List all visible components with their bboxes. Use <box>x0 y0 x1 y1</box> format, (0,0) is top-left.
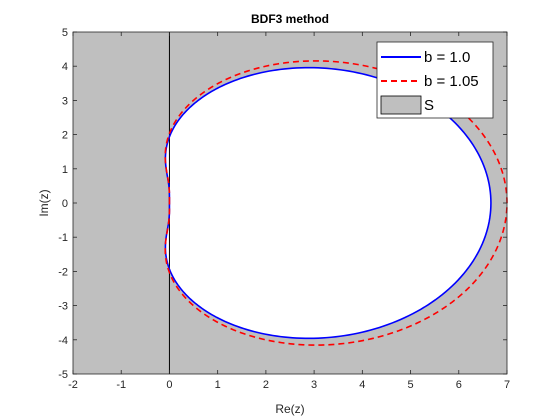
y-tick-label: -2 <box>58 266 68 278</box>
y-tick-label: 1 <box>62 164 68 176</box>
y-tick-label: 0 <box>62 198 68 210</box>
legend-label-s: S <box>424 97 434 114</box>
x-tick-label: 5 <box>407 379 413 391</box>
legend-swatch-s <box>380 95 422 115</box>
y-tick-label: -5 <box>58 369 68 381</box>
x-tick-label: 2 <box>263 379 269 391</box>
y-tick-label: 3 <box>62 95 68 107</box>
x-tick-label: 3 <box>311 379 317 391</box>
x-ticks: -2 -1 0 1 2 3 4 5 6 7 <box>68 32 510 391</box>
y-tick-label: -1 <box>58 232 68 244</box>
y-tick-label: -4 <box>58 335 68 347</box>
y-ticks: -5 -4 -3 -2 -1 0 1 2 3 4 5 <box>58 27 507 381</box>
y-tick-label: 4 <box>62 61 68 73</box>
x-tick-label: 1 <box>215 379 221 391</box>
legend-label-b-1-05: b = 1.05 <box>424 73 479 90</box>
legend-label-b-1-0: b = 1.0 <box>424 49 470 66</box>
y-axis-label: Im(z) <box>37 189 51 216</box>
y-tick-label: 5 <box>62 27 68 39</box>
x-tick-label: 6 <box>456 379 462 391</box>
y-tick-label: 2 <box>62 130 68 142</box>
x-tick-label: 4 <box>359 379 365 391</box>
x-tick-label: 7 <box>504 379 510 391</box>
x-axis-label: Re(z) <box>275 402 304 416</box>
x-tick-label: -1 <box>116 379 126 391</box>
x-tick-label: -2 <box>68 379 78 391</box>
x-tick-label: 0 <box>166 379 172 391</box>
chart-title: BDF3 method <box>251 12 329 26</box>
y-tick-label: -3 <box>58 301 68 313</box>
unstable-region <box>165 67 491 339</box>
legend: b = 1.0 b = 1.05 S <box>376 41 494 119</box>
